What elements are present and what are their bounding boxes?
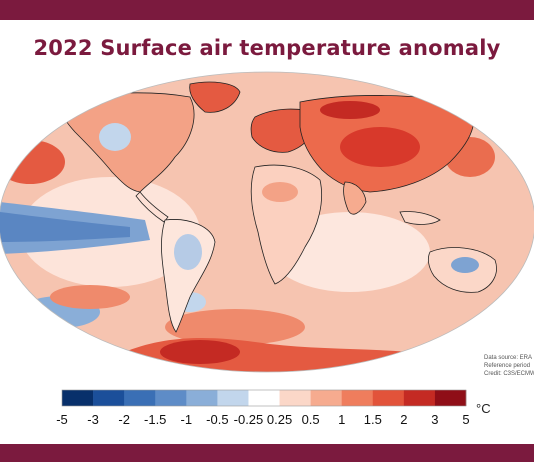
colorbar-tick-label: -2 <box>118 412 130 427</box>
india <box>343 181 367 215</box>
colorbar-tick-label: 5 <box>462 412 470 427</box>
colorbar-tick-label: -0.5 <box>206 412 229 427</box>
colorbar-tick-label: 1 <box>338 412 346 427</box>
colorbar-bin <box>341 390 374 406</box>
colorbar-frame <box>61 389 467 407</box>
southern-ocean-warm <box>165 309 305 345</box>
siberia-hot <box>320 101 380 119</box>
colorbar-tick-label: 0.25 <box>266 412 293 427</box>
top-banner <box>0 0 534 20</box>
greenland <box>189 81 241 113</box>
colorbar-bin <box>93 390 125 406</box>
colorbar-tick-label: -0.25 <box>233 412 264 427</box>
colorbar-bin <box>124 390 156 406</box>
credit-line: Reference period <box>484 363 531 369</box>
colorbar-bin <box>310 390 342 406</box>
map-title: 2022 Surface air temperature anomaly <box>33 36 501 60</box>
credit-line: Data source: ERA <box>484 355 533 361</box>
colorbar-tick-label: 1.5 <box>363 412 382 427</box>
colorbar-bin <box>217 390 249 406</box>
colorbar-tick-label: -5 <box>56 412 68 427</box>
data-credit: Data source: ERA Reference period Credit… <box>484 354 534 378</box>
new-zealand <box>499 296 513 315</box>
sahara-warm <box>262 182 298 202</box>
colorbar-tick-label: 2 <box>400 412 408 427</box>
south-america-cool-patch <box>174 234 202 270</box>
colorbar-tick-label: -1.5 <box>144 412 167 427</box>
colorbar-bin <box>248 390 280 406</box>
colorbar-tick-label: 0.5 <box>301 412 320 427</box>
canada-cool-patch <box>99 123 131 151</box>
globe-outline <box>0 71 534 373</box>
bottom-banner <box>0 444 534 462</box>
pacific-cool-core <box>0 212 130 242</box>
colorbar-tick-label: -1 <box>180 412 193 427</box>
central-asia-hot <box>340 127 420 167</box>
legend-unit: °C <box>476 401 491 416</box>
colorbar-bin <box>62 390 94 406</box>
colorbar-bin <box>186 390 218 406</box>
colorbar-bin <box>155 390 187 406</box>
colorbar-bin <box>279 390 311 406</box>
colorbar-legend <box>61 389 467 407</box>
colorbar-tick-label: -3 <box>87 412 99 427</box>
colorbar-bin <box>403 390 436 406</box>
southeast-pacific-warm <box>50 285 130 309</box>
colorbar-bin <box>372 390 405 406</box>
world-anomaly-map <box>0 71 534 373</box>
credit-line: Credit: C3S/ECMW <box>484 371 534 377</box>
australia-cool-patch <box>451 257 479 273</box>
antarctic-peninsula-warm <box>160 340 240 364</box>
colorbar-tick-label: 3 <box>431 412 439 427</box>
colorbar-bin <box>434 390 467 406</box>
indonesia <box>399 211 441 225</box>
